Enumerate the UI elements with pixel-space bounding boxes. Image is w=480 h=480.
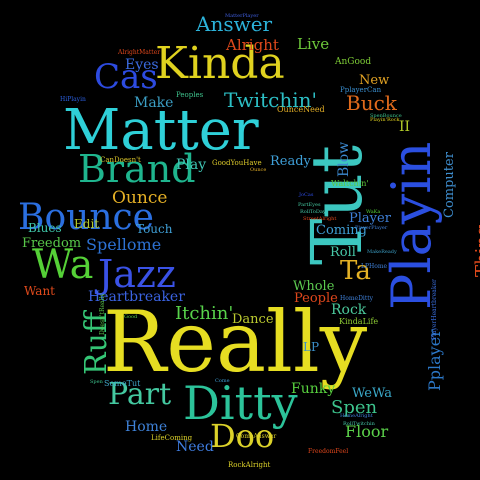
word-brand: Brand [78, 147, 196, 191]
word-heartbreaker: Heartbreaker [88, 289, 185, 305]
word-goodyouhave: GoodYouHave [212, 159, 262, 167]
word-candoesn-t: CanDoesn't [100, 156, 141, 164]
word-live: Live [297, 35, 330, 53]
word-play: Play [176, 157, 207, 173]
word-rolltoday: RollToDay [300, 209, 326, 215]
word-kinda: Kinda [155, 38, 285, 89]
word-makeready: MakeReady [367, 249, 397, 255]
word-spellome: Spellome [86, 235, 162, 254]
word-come: Come [215, 378, 230, 384]
word-homeditty: HomeDitty [340, 295, 374, 302]
word-edit: Edit [74, 217, 100, 231]
word-matterplayer: MatterPlayer [225, 13, 259, 19]
word-rockalright: RockAlright [228, 461, 271, 469]
word-rock: Rock [331, 302, 367, 318]
word-make: Make [134, 95, 174, 111]
word-jocas: JoCas [299, 192, 314, 198]
word-jazz: Jazz [98, 252, 176, 296]
word-spenbounce: SpenBounce [370, 113, 402, 119]
word-want: Want [24, 284, 55, 298]
word-need: Need [176, 439, 214, 455]
word-playerplayer: PlayerPlayer [355, 225, 388, 231]
word-freedom: Freedom [22, 236, 82, 251]
word-wa: Wa [32, 242, 94, 288]
word-eyes: Eyes [125, 57, 159, 73]
word-coming: Coming [316, 223, 367, 238]
word-cas: Cas [94, 57, 158, 97]
word-matter: Matter [63, 98, 259, 163]
word-lifecoming: LifeComing [151, 434, 193, 442]
word-touch: Touch [136, 222, 173, 236]
word-thing: Thing [472, 224, 480, 277]
word-streetalright: StreetAlright [303, 216, 337, 222]
word-ready: Ready [270, 154, 311, 169]
word-home: Home [125, 419, 168, 435]
word-sometut: SomeTut [104, 379, 141, 388]
word-new: New [359, 73, 390, 88]
word-roll: Roll [330, 245, 356, 260]
word-ounceneed: OunceNeed [277, 105, 325, 114]
word-floor: Floor [345, 422, 389, 441]
word-spen: Spen [331, 397, 378, 418]
word-buck: Buck [346, 91, 397, 115]
word-ruff: Ruff [79, 311, 114, 375]
word-bounce: Bounce [18, 197, 154, 238]
word-blues: Blues [28, 221, 62, 235]
word-angood: AnGood [335, 57, 372, 67]
word-spen: Spen [90, 379, 103, 385]
word-parteyes: PartEyes [298, 202, 321, 208]
word-lphome: LPHome [361, 263, 388, 270]
word-whole: Whole [293, 279, 335, 294]
word-blow: Blow [336, 141, 352, 177]
word-ii: II [399, 119, 411, 135]
word-computer: Computer [442, 152, 457, 218]
word-homealright: HomeAlright [340, 413, 373, 419]
word-twitchin-: Twitchin' [224, 88, 318, 112]
word-pplayercan: PplayerCan [340, 86, 382, 94]
word-doesn-treally: Doesn'tReally [99, 293, 106, 335]
word-player: Player [349, 211, 391, 226]
word-doo: Doo [210, 417, 275, 455]
word-rolltwitchin: RollTwitchin [343, 421, 375, 427]
word-kindalife: KindaLife [339, 317, 379, 326]
word-good: Good [124, 314, 138, 320]
word-ta: Ta [340, 256, 371, 286]
word-lp: LP [303, 340, 320, 354]
word-waltchin-: Waltchin' [331, 179, 369, 188]
word-answer: Answer [196, 12, 273, 36]
word-ditty: Ditty [183, 376, 298, 430]
word-playin-rock: Playin'Rock [370, 117, 400, 123]
word-peoples: Peoples [176, 91, 204, 99]
word-really: Really [103, 293, 368, 391]
word-ounce: Ounce [112, 188, 168, 208]
word-itchin-: Itchin' [175, 303, 234, 324]
word-ounce: Ounce [250, 167, 267, 173]
word-alright: Alright [226, 36, 279, 54]
word-alrightmatter: AlrightMatter [118, 49, 161, 56]
word-freedomfeel: FreedomFeel [308, 448, 349, 455]
word-dance: Dance [232, 312, 274, 327]
word-hiplayin: HiPlayin [60, 96, 86, 103]
word-comeanswer: ComeAnswer [236, 433, 277, 440]
word-wewa: WeWa [352, 386, 392, 401]
word-playerheartbreaker: PlayerHeartbreaker [431, 279, 438, 340]
word-funky: Funky [291, 381, 336, 397]
word-part: Part [108, 377, 172, 412]
word-people: People [294, 291, 338, 306]
word-waka: WaKa [366, 209, 381, 215]
